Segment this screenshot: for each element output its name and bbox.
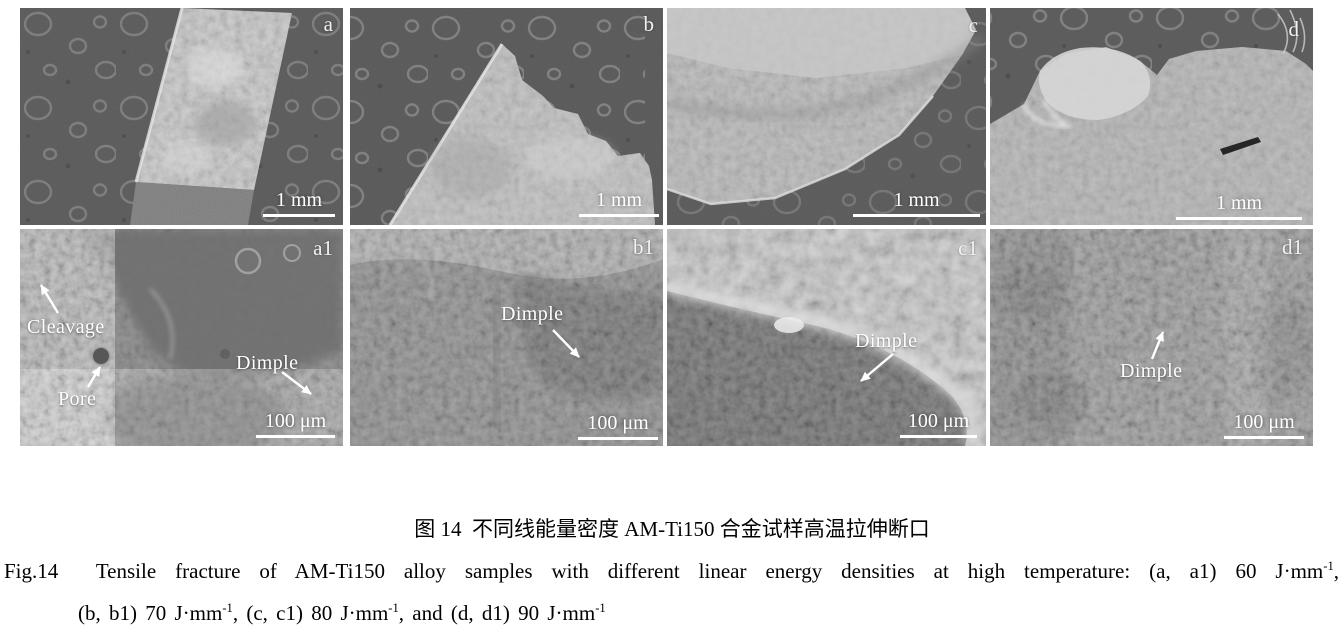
panel-label-b1: b1 [633, 235, 654, 259]
sem-image-b [350, 8, 663, 225]
annotation-cleavage: Cleavage [27, 316, 105, 338]
annotation-dimple-c1: Dimple [855, 330, 918, 352]
scalebar-line-c1 [900, 435, 977, 438]
sem-image-a1 [20, 229, 343, 446]
scalebar-c: 1 mm [853, 190, 980, 217]
caption-english-line2: (b, b1) 70 J·mm-1, (c, c1) 80 J·mm-1, an… [78, 601, 606, 625]
scalebar-text-d1: 100 μm [1233, 411, 1295, 433]
scalebar-line-c [853, 214, 980, 217]
sem-panel-c1: Dimple c1 100 μm [667, 229, 986, 446]
caption-english-line1: Fig.14 Tensile fracture of AM-Ti150 allo… [4, 559, 1339, 583]
caption-chinese: 图 14 不同线能量密度 AM-Ti150 合金试样高温拉伸断口 [414, 517, 930, 541]
sem-image-b1 [350, 229, 663, 446]
scalebar-text-b1: 100 μm [587, 412, 649, 434]
panel-label-b: b [643, 12, 655, 36]
annotation-dimple-b1: Dimple [501, 303, 564, 325]
scalebar-b: 1 mm [579, 190, 659, 217]
sem-image-a [20, 8, 343, 225]
sem-panel-a: a 1 mm [20, 8, 343, 225]
sem-panel-d1: Dimple d1 100 μm [990, 229, 1313, 446]
scalebar-text-c: 1 mm [893, 189, 940, 211]
scalebar-d: 1 mm [1176, 193, 1302, 220]
sem-image-c [667, 8, 986, 225]
scalebar-line-d1 [1224, 436, 1304, 439]
panel-label-a1: a1 [313, 236, 333, 260]
scalebar-line-b1 [578, 437, 658, 440]
scalebar-text-b: 1 mm [595, 189, 643, 211]
sem-image-c1 [667, 229, 986, 446]
sem-image-d [990, 8, 1313, 225]
panel-label-a: a [323, 12, 333, 36]
annotation-dimple-d1: Dimple [1120, 360, 1183, 382]
scalebar-a1: 100 μm [256, 411, 335, 438]
panel-label-d: d [1288, 17, 1300, 41]
panel-label-c: c [968, 13, 978, 37]
scalebar-text-a: 1 mm [275, 189, 323, 211]
panel-label-c1: c1 [958, 236, 978, 260]
scalebar-line-b [579, 214, 659, 217]
scalebar-text-a1: 100 μm [264, 410, 327, 432]
sem-panel-b: b 1 mm [350, 8, 663, 225]
scalebar-b1: 100 μm [578, 413, 658, 440]
annotation-pore: Pore [58, 388, 97, 410]
sem-panel-c: c 1 mm [667, 8, 986, 225]
scalebar-line-a [263, 214, 335, 217]
sem-panel-b1: Dimple b1 100 μm [350, 229, 663, 446]
scalebar-text-c1: 100 μm [907, 410, 970, 432]
scalebar-a: 1 mm [263, 190, 335, 217]
scalebar-d1: 100 μm [1224, 412, 1304, 439]
panel-label-d1: d1 [1282, 235, 1303, 259]
annotation-dimple-a1: Dimple [236, 352, 299, 374]
sem-panel-a1: Cleavage Pore Dimple a1 100 μm [20, 229, 343, 446]
scalebar-text-d: 1 mm [1215, 192, 1263, 214]
scalebar-c1: 100 μm [900, 411, 977, 438]
scalebar-line-d [1176, 217, 1302, 220]
sem-panel-d: d 1 mm [990, 8, 1313, 225]
scalebar-line-a1 [256, 435, 335, 438]
